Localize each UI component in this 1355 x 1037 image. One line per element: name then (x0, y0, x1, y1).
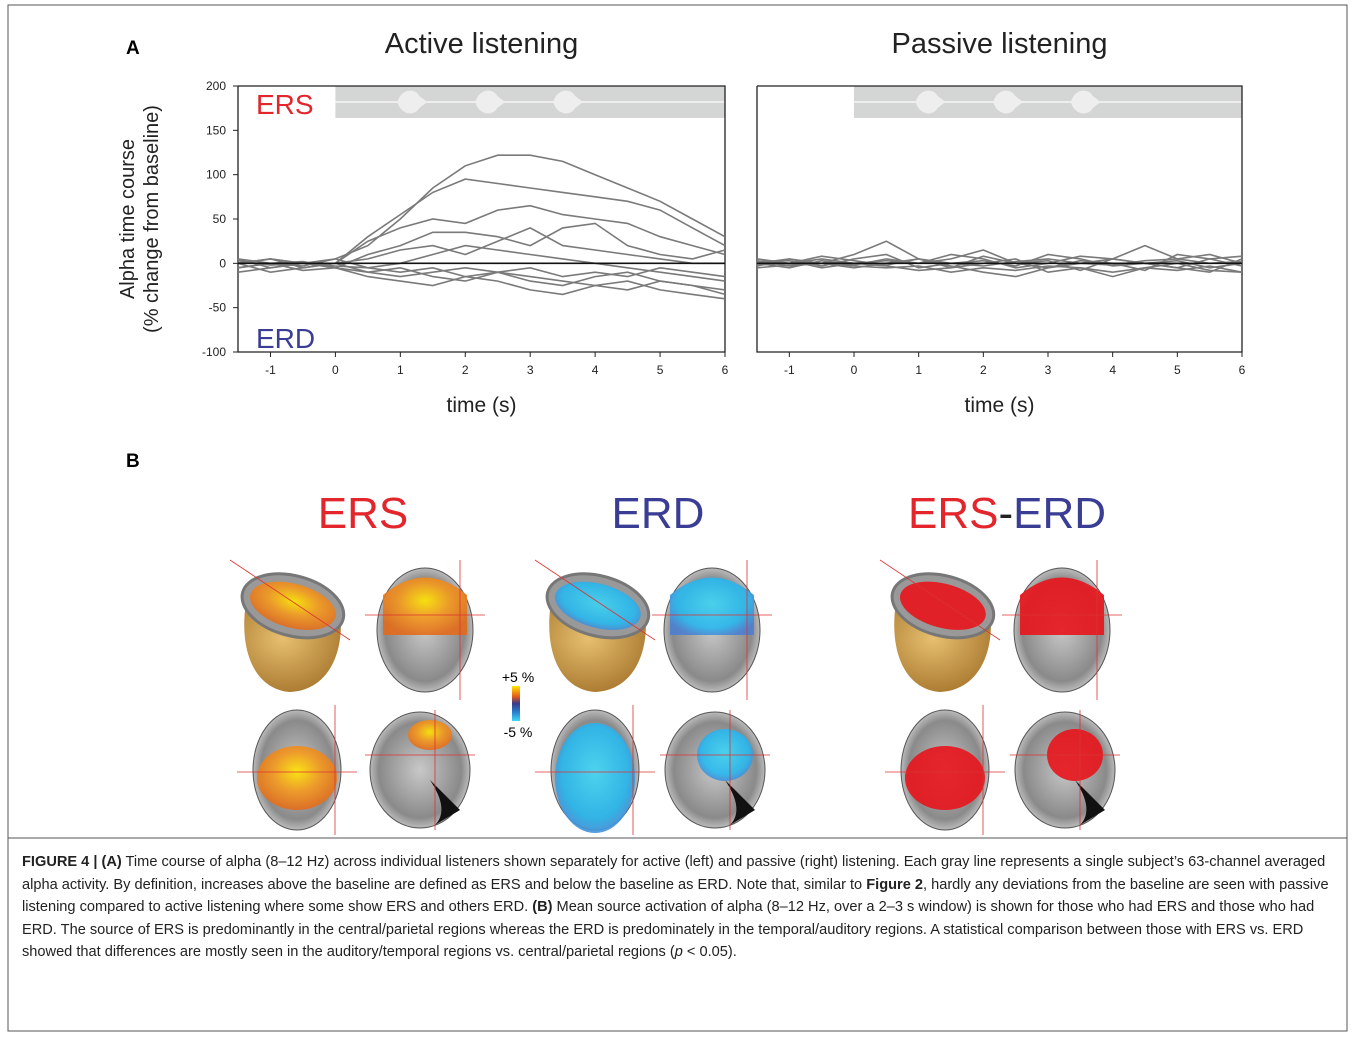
y-tick-label: -100 (202, 345, 226, 359)
activation (383, 577, 467, 635)
stimulus-token (475, 90, 506, 114)
chart-title: Passive listening (892, 28, 1108, 60)
activation (905, 746, 985, 810)
x-tick-label: 6 (1239, 363, 1246, 377)
subject-line (756, 244, 1243, 278)
x-tick-label: 4 (1109, 363, 1116, 377)
y-tick-label: 150 (206, 123, 226, 137)
x-tick-label: 6 (722, 363, 729, 377)
x-tick-label: 1 (397, 363, 404, 377)
crosshair (534, 559, 656, 641)
colorbar-label: -5 % (504, 724, 533, 740)
crosshair (229, 559, 351, 641)
title-part: ERD (1013, 489, 1106, 538)
caption-italic: p (674, 944, 683, 960)
brain-dark (1075, 780, 1105, 825)
y-tick-label: -50 (209, 301, 227, 315)
title-part: ERS (908, 489, 998, 538)
subject-line (237, 262, 726, 278)
activation (1020, 577, 1104, 635)
x-axis-label: time (s) (965, 394, 1035, 417)
caption: FIGURE 4 | (A) Time course of alpha (8–1… (22, 851, 1334, 964)
x-tick-label: 0 (851, 363, 858, 377)
caption-text: Mean source activation of alpha (8–12 Hz… (22, 899, 1315, 960)
title-part: - (998, 489, 1013, 538)
panel-label: A (126, 38, 140, 59)
chart-title: Active listening (385, 28, 578, 60)
caption-text: , hardly any deviations from the baselin… (22, 876, 1329, 916)
y-tick-label: 0 (219, 256, 226, 270)
activation (257, 746, 337, 810)
panel-title: ERS (318, 489, 408, 538)
crosshair (879, 559, 1001, 641)
subject-line (237, 244, 726, 282)
axes (237, 85, 726, 353)
colorbar-label: +5 % (502, 669, 534, 685)
x-tick-label: 2 (462, 363, 469, 377)
caption-text: Time course of alpha (8–12 Hz) across in… (22, 854, 1326, 893)
activation (670, 577, 754, 635)
brain-dark (430, 780, 460, 825)
panel-title: ERS-ERD (908, 489, 1106, 538)
x-tick-label: 2 (980, 363, 987, 377)
subject-line (237, 204, 726, 266)
x-tick-label: 5 (657, 363, 664, 377)
subject-line (237, 178, 726, 265)
stimulus-token (397, 90, 428, 114)
caption-bold: Figure 2 (866, 876, 923, 893)
x-tick-label: 3 (527, 363, 534, 377)
figure-border (7, 4, 1348, 1032)
caption-bold: (B) (532, 899, 553, 915)
axes (756, 85, 1243, 353)
activation (250, 581, 336, 630)
activation (900, 581, 986, 630)
subject-line (237, 154, 726, 267)
subject-line (237, 258, 726, 300)
caption-bold: FIGURE 4 | (A) (22, 854, 122, 870)
y-axis-label: (% change from baseline) (141, 105, 163, 333)
panel-title: ERD (612, 489, 705, 538)
stimulus-token (553, 90, 584, 114)
colorbar (512, 686, 520, 721)
y-axis-label: Alpha time course (117, 139, 139, 299)
x-tick-label: 0 (332, 363, 339, 377)
caption-text: < 0.05). (682, 944, 737, 960)
stimulus-token (1070, 90, 1101, 114)
subject-line (237, 222, 726, 269)
stimulus-token (993, 90, 1024, 114)
subject-line (756, 259, 1243, 274)
brain-dark (725, 780, 755, 825)
activation (408, 720, 452, 750)
activation (555, 581, 641, 630)
panel-label: B (126, 451, 140, 472)
panel-b: ERS ERD ERS-ERD +5 % -5 % (229, 489, 1122, 835)
x-axis-label: time (s) (447, 394, 517, 417)
x-tick-label: -1 (265, 363, 276, 377)
x-tick-label: 1 (915, 363, 922, 377)
subject-line (756, 249, 1243, 272)
y-tick-label: 200 (206, 79, 226, 93)
x-tick-label: 3 (1045, 363, 1052, 377)
annotation: ERS (256, 89, 314, 120)
annotation: ERD (256, 323, 315, 354)
y-tick-label: 50 (213, 212, 227, 226)
y-tick-label: 100 (206, 168, 226, 182)
activation (555, 723, 635, 833)
stimulus-token (915, 90, 946, 114)
x-tick-label: -1 (784, 363, 795, 377)
x-tick-label: 5 (1174, 363, 1181, 377)
x-tick-label: 4 (592, 363, 599, 377)
